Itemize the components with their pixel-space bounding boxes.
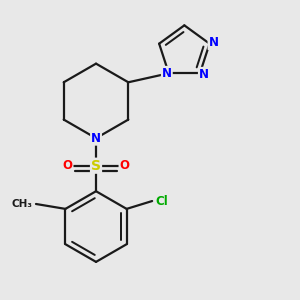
Text: N: N <box>162 67 172 80</box>
Text: N: N <box>91 132 101 145</box>
Text: O: O <box>63 159 73 172</box>
Text: Cl: Cl <box>156 194 168 208</box>
Text: O: O <box>119 159 130 172</box>
Text: N: N <box>199 68 209 81</box>
Text: N: N <box>208 36 218 49</box>
Text: CH₃: CH₃ <box>11 199 32 209</box>
Text: S: S <box>91 159 101 173</box>
